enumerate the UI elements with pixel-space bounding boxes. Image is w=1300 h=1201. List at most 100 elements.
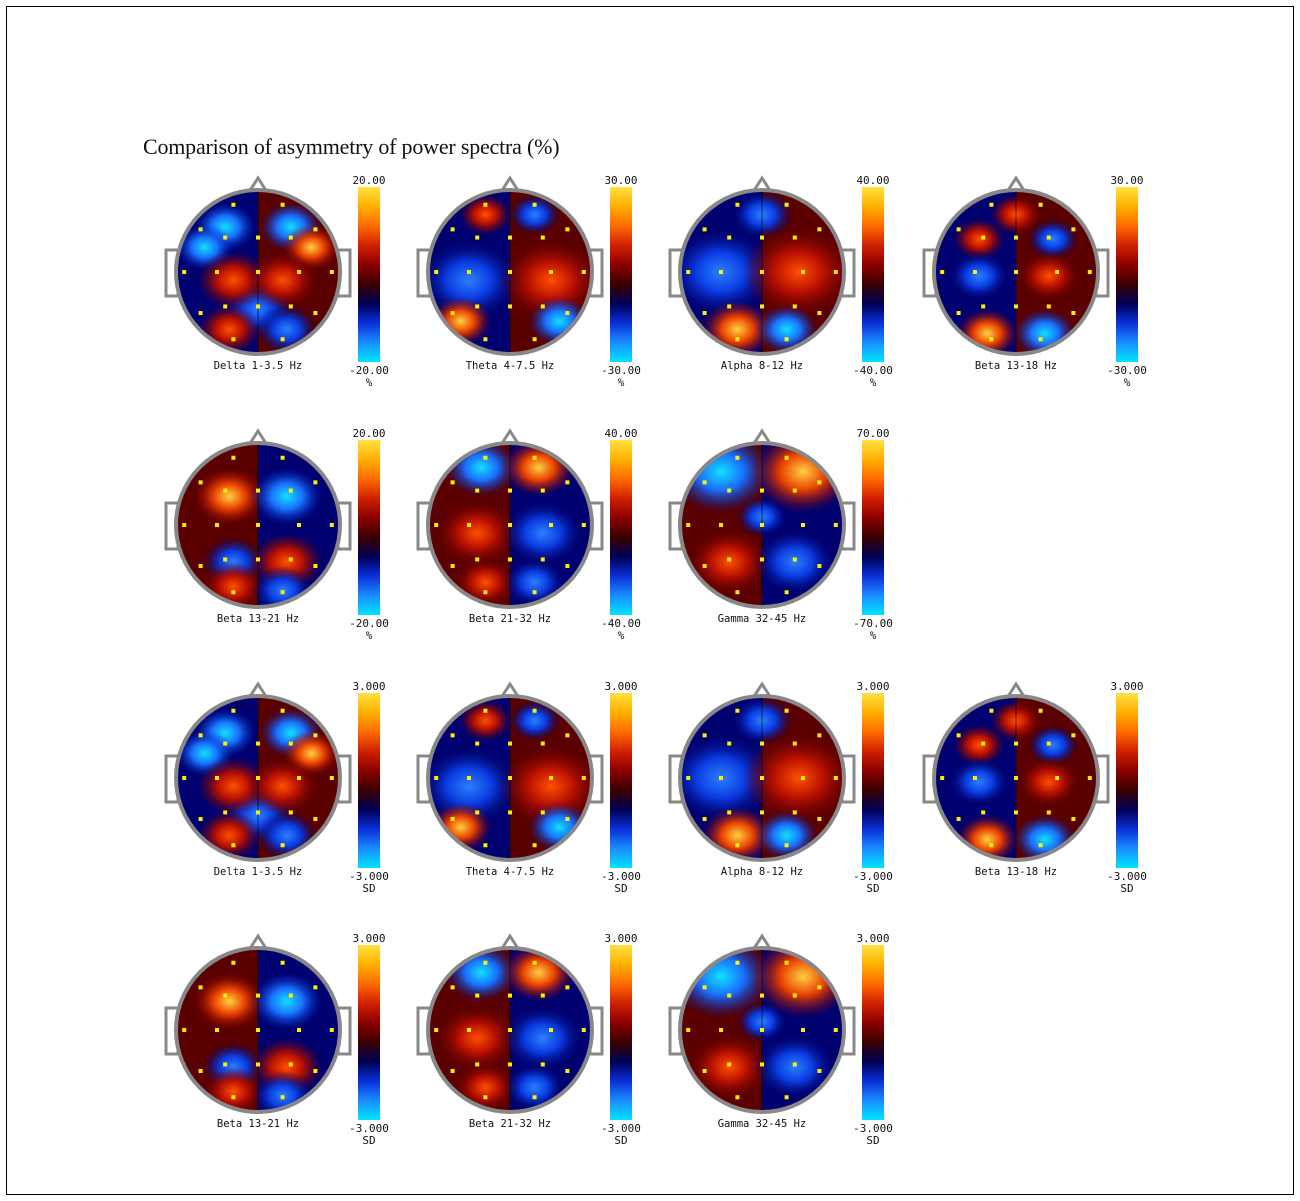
- colorbar-max-label: 20.00: [352, 174, 385, 187]
- colorbar-min-label: -30.00: [601, 364, 641, 377]
- electrode-marker: [549, 270, 553, 274]
- head-outline: [426, 694, 594, 862]
- electrode-marker: [450, 817, 455, 821]
- electrode-marker: [508, 1028, 512, 1032]
- colorbar-unit-label: SD: [1120, 882, 1133, 895]
- colorbar-max-label: 30.00: [604, 174, 637, 187]
- field-blob: [753, 1034, 836, 1100]
- electrode-marker: [288, 235, 293, 240]
- electrode-marker: [702, 311, 707, 315]
- field-blob: [459, 700, 512, 742]
- electrode-marker: [483, 960, 488, 965]
- electrode-marker: [450, 564, 455, 568]
- electrode-marker: [735, 843, 740, 848]
- electrode-marker: [256, 810, 260, 815]
- colorbar-unit-label: SD: [614, 882, 627, 895]
- electrode-marker: [256, 1062, 260, 1067]
- electrode-marker: [784, 1095, 789, 1100]
- colorbar-max-label: 3.000: [1110, 680, 1143, 693]
- electrode-marker: [182, 1028, 187, 1032]
- topomap: Alpha 8-12 Hz 40.00 -40.00%: [668, 174, 893, 389]
- electrode-marker: [434, 523, 439, 527]
- electrode-marker: [784, 590, 789, 595]
- band-label: Beta 21-32 Hz: [469, 613, 551, 625]
- colorbar-max-label: 30.00: [1110, 174, 1143, 187]
- colorbar-min-label: -30.00: [1107, 364, 1147, 377]
- electrode-marker: [792, 235, 797, 240]
- colorbar-min-label: -3.000: [349, 1122, 389, 1135]
- electrode-marker: [1046, 235, 1051, 240]
- electrode-marker: [223, 741, 228, 746]
- electrode-marker: [467, 523, 471, 527]
- field-blob: [508, 194, 561, 236]
- electrode-marker: [223, 557, 228, 562]
- electrode-marker: [215, 270, 219, 274]
- electrode-marker: [760, 488, 764, 493]
- field-blob: [428, 745, 521, 828]
- colorbar-unit-label: %: [870, 376, 877, 389]
- electrode-marker: [280, 202, 285, 207]
- electrode-marker: [288, 1062, 293, 1067]
- electrode-marker: [989, 337, 994, 342]
- electrode-marker: [288, 304, 293, 309]
- colorbar-max-label: 3.000: [352, 680, 385, 693]
- electrode-marker: [475, 235, 480, 240]
- field-blob: [197, 251, 270, 309]
- electrode-marker: [760, 810, 764, 815]
- electrode-marker: [581, 270, 586, 274]
- electrode-marker: [288, 741, 293, 746]
- electrode-marker: [565, 480, 570, 485]
- electrode-marker: [727, 488, 732, 493]
- head-outline: [932, 694, 1100, 862]
- electrode-marker: [450, 985, 455, 990]
- topomap: Gamma 32-45 Hz 70.00 -70.00%: [668, 427, 893, 642]
- electrode-marker: [508, 741, 512, 746]
- electrode-marker: [1071, 733, 1076, 738]
- electrode-marker: [313, 1069, 318, 1073]
- colorbar-max-label: 3.000: [352, 932, 385, 945]
- head-outline: [426, 946, 594, 1114]
- electrode-marker: [256, 741, 260, 746]
- electrode-marker: [256, 270, 260, 274]
- electrode-marker: [540, 993, 545, 998]
- head-outline: [426, 441, 594, 609]
- electrode-marker: [784, 843, 789, 848]
- electrode-marker: [735, 455, 740, 460]
- electrode-marker: [223, 304, 228, 309]
- colorbar-max-label: 3.000: [856, 680, 889, 693]
- head-outline: [174, 694, 342, 862]
- head-outline: [932, 188, 1100, 356]
- nose-icon: [499, 933, 521, 951]
- nose-icon: [1005, 681, 1027, 699]
- electrode-marker: [719, 270, 723, 274]
- colorbar-unit-label: SD: [362, 1134, 375, 1147]
- electrode-marker: [198, 227, 203, 232]
- electrode-marker: [1046, 304, 1051, 309]
- colorbar: [1116, 187, 1138, 362]
- electrode-marker: [817, 817, 822, 821]
- field-blob: [501, 500, 584, 566]
- electrode-marker: [532, 843, 537, 848]
- colorbar: [358, 693, 380, 868]
- electrode-marker: [1014, 235, 1018, 240]
- electrode-marker: [256, 235, 260, 240]
- colorbar-unit-label: SD: [866, 882, 879, 895]
- electrode-marker: [1071, 227, 1076, 232]
- electrode-marker: [223, 810, 228, 815]
- electrode-marker: [540, 741, 545, 746]
- electrode-marker: [198, 480, 203, 485]
- electrode-marker: [540, 304, 545, 309]
- electrode-marker: [719, 776, 723, 780]
- nose-icon: [247, 428, 269, 446]
- electrode-marker: [508, 488, 512, 493]
- electrode-marker: [792, 993, 797, 998]
- electrode-marker: [450, 480, 455, 485]
- electrode-marker: [973, 270, 977, 274]
- electrode-marker: [450, 311, 455, 315]
- electrode-marker: [833, 270, 838, 274]
- electrode-marker: [940, 776, 945, 780]
- colorbar-unit-label: SD: [362, 882, 375, 895]
